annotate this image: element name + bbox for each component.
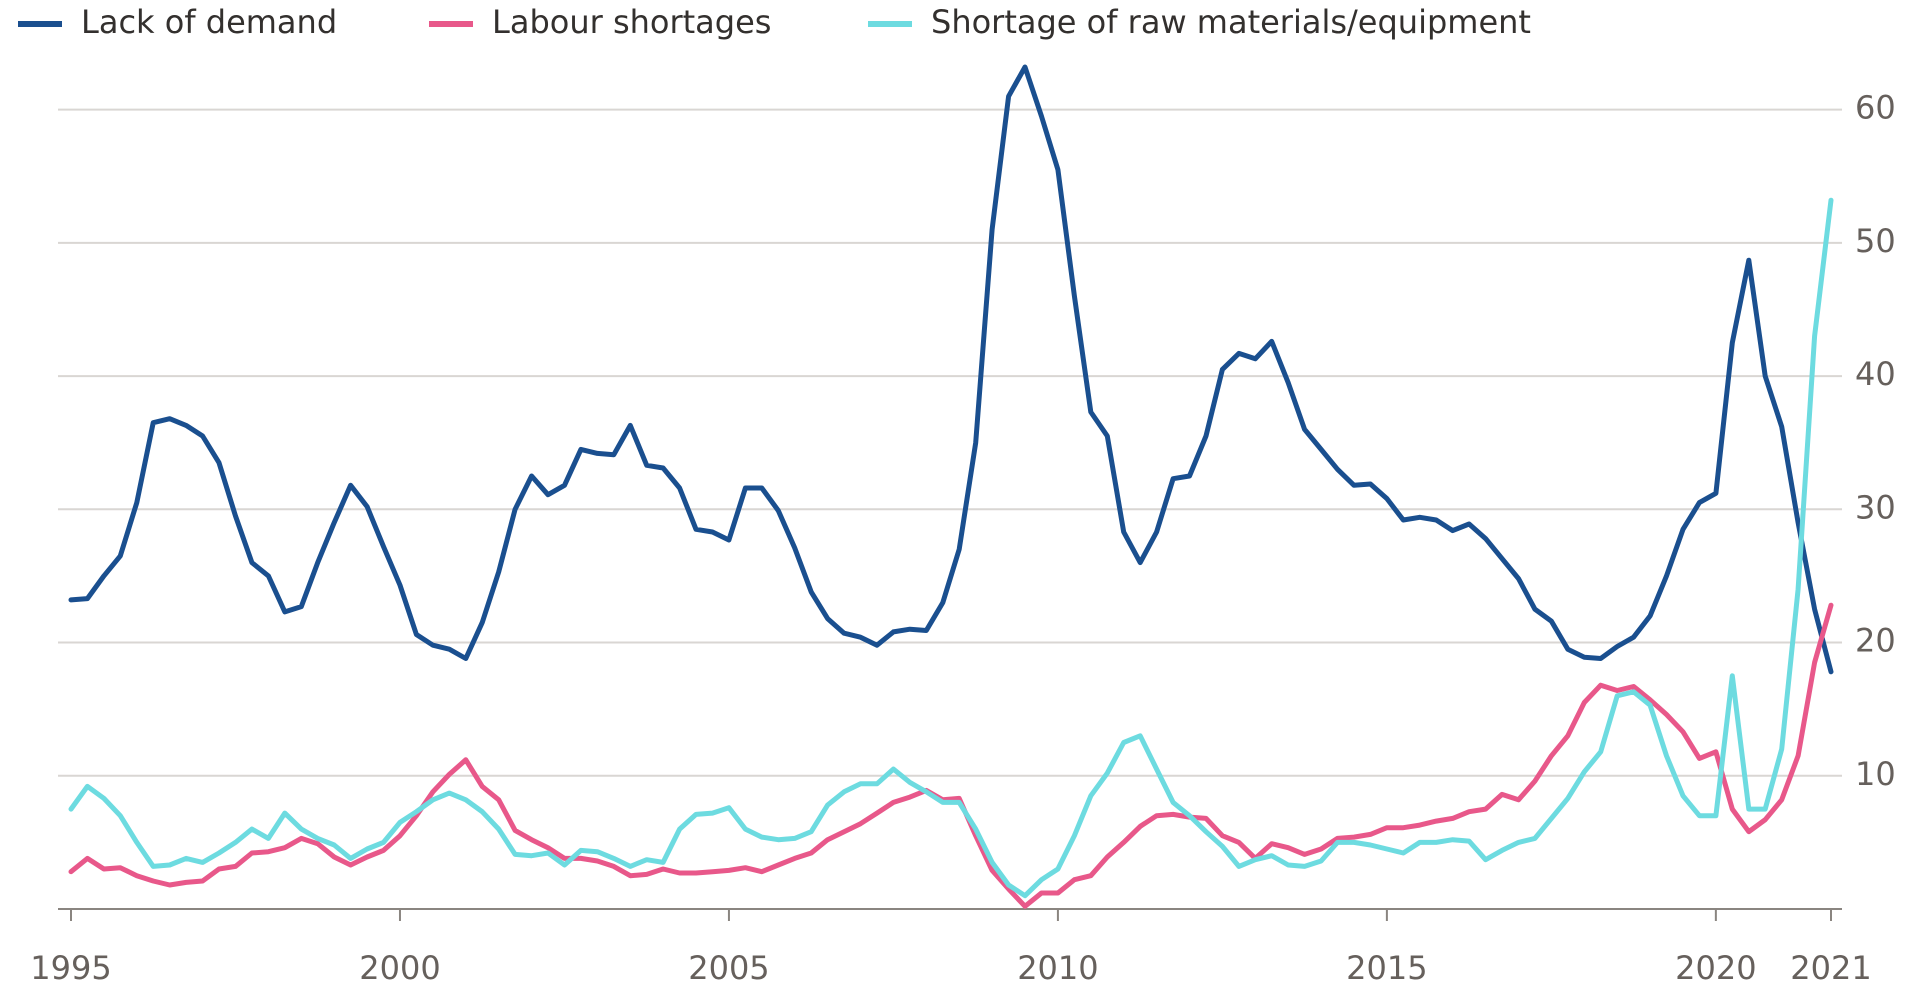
y-tick-label: 60 [1855,89,1896,127]
y-tick-label: 20 [1855,622,1896,660]
y-tick-label: 10 [1855,755,1896,793]
x-tick-label: 2000 [359,949,440,987]
series-line [68,197,1834,899]
series-line [68,602,1834,909]
legend-label: Shortage of raw materials/equipment [931,3,1531,41]
legend-label: Lack of demand [81,3,337,41]
y-tick-label: 50 [1855,222,1896,260]
x-tick-label: 2021 [1790,949,1871,987]
legend-label: Labour shortages [492,3,771,41]
x-tick-label: 2010 [1017,949,1098,987]
x-tick-label: 1995 [30,949,111,987]
series-line [68,64,1834,675]
x-tick-label: 2020 [1675,949,1756,987]
x-tick-label: 2005 [688,949,769,987]
y-tick-label: 40 [1855,355,1896,393]
x-tick-label: 2015 [1346,949,1427,987]
y-tick-label: 30 [1855,488,1896,526]
